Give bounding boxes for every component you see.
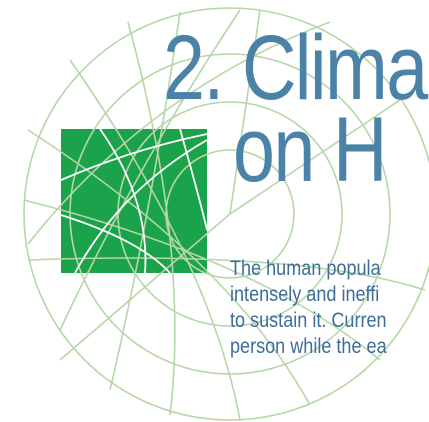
globe-meridian [109,11,181,391]
globe-meridian [27,257,426,291]
globe-meridian [59,9,241,331]
globe-spoke [59,213,231,361]
square-line [60,214,171,274]
globe-meridian [27,129,311,406]
body-line-2: intensely and ineffi [230,283,380,306]
globe-spoke [229,9,261,215]
square-line [60,133,208,181]
body-line-4: person while the ea [230,335,387,358]
body-line-1: The human popula [230,257,381,280]
square-line [179,128,208,231]
globe-ring [165,149,295,279]
globe-meridian [127,21,176,416]
globe-meridian [27,21,331,245]
globe-outline [23,7,429,421]
body-line-3: to sustain it. Curren [230,309,387,332]
globe-spoke [229,99,401,215]
body-paragraph: The human popula intensely and ineffi to… [230,256,429,360]
square-line [99,128,147,274]
globe-meridian [23,199,381,361]
